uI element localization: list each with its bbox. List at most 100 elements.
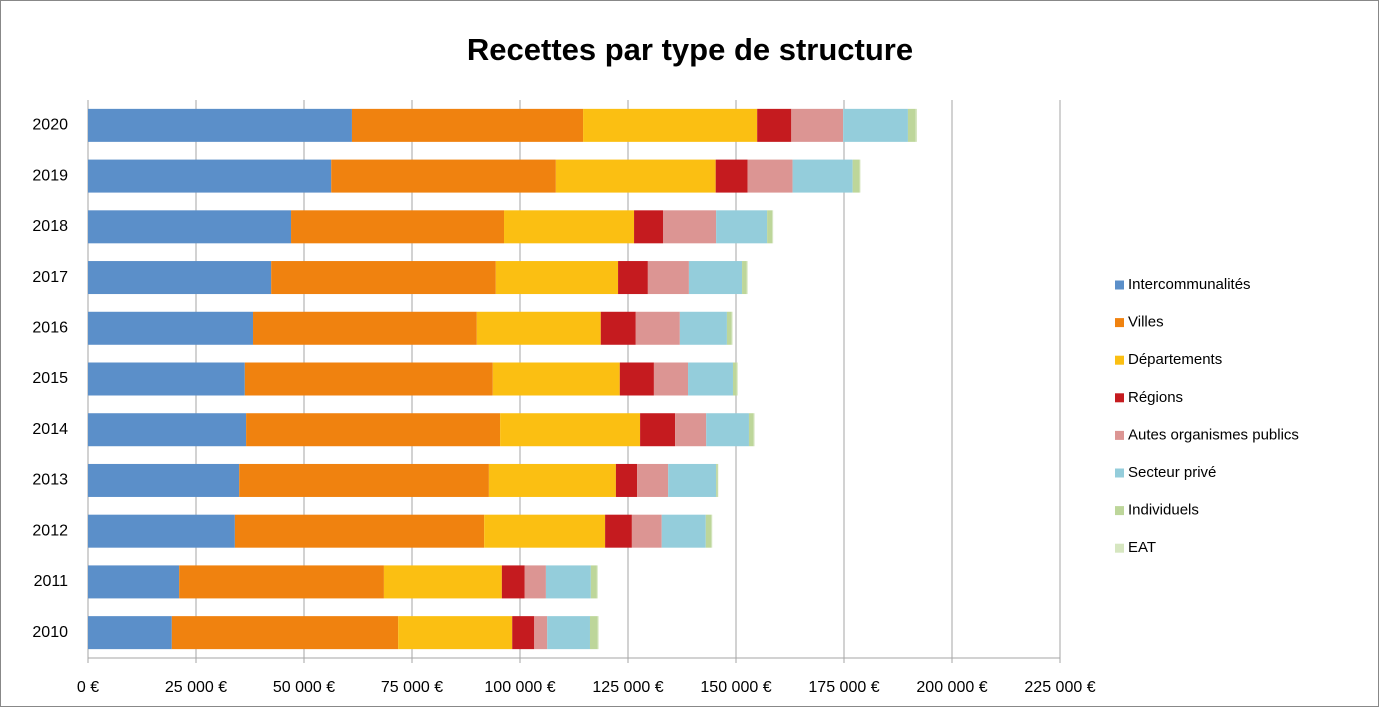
y-tick-label: 2020 [32,117,68,134]
bar-segment [253,311,477,345]
bar-segment [688,261,743,295]
bar-segment [668,463,717,497]
bar-segment [171,616,399,650]
bar-segment [767,210,773,244]
bar-segment [792,159,853,193]
legend-label: Individuels [1128,502,1199,519]
legend-swatch [1115,468,1124,478]
bar-segment [742,261,747,295]
bar-segment [398,616,513,650]
bar-segment [915,108,918,142]
y-tick-label: 2015 [32,370,68,387]
bar-segment [747,159,793,193]
x-tick-label: 175 000 € [808,679,879,696]
bar-segment [600,311,636,345]
bar-segment [618,261,648,295]
y-tick-label: 2017 [32,269,68,286]
bar-segment [555,159,716,193]
bar-segment [679,311,727,345]
bar-segment [726,311,732,345]
bar-segment [246,413,501,447]
legend-label: Intercommunalités [1128,276,1251,293]
bar-segment [492,362,620,396]
bar-segment [534,616,548,650]
bar-segment [524,565,546,599]
bar-segment [351,108,584,142]
bar-segment [716,210,768,244]
bar-segment [239,463,489,497]
legend-label: EAT [1128,539,1156,556]
bar-segment [711,514,713,548]
legend-swatch [1115,318,1124,328]
bar-segment [88,413,247,447]
bar-segment [647,261,689,295]
bar-segment [640,413,676,447]
bar-segment [716,463,718,497]
legend-swatch [1115,430,1124,440]
bar-segment [495,261,619,295]
bar-segment [661,514,706,548]
bar-segment [88,210,292,244]
y-tick-label: 2018 [32,218,68,235]
bar-segment [590,565,597,599]
bar-segment [706,413,749,447]
bar-segment [843,108,908,142]
x-tick-label: 75 000 € [381,679,443,696]
bar-segment [757,108,792,142]
bar-segment [88,311,254,345]
y-tick-label: 2012 [32,522,68,539]
bar-segment [675,413,707,447]
bar-segment [731,311,733,345]
bar-segment [88,261,272,295]
bar-segment [772,210,774,244]
bar-segment [748,413,754,447]
bar-segment [88,362,245,396]
x-tick-label: 0 € [77,679,99,696]
bar-segment [504,210,635,244]
bar-segment [637,463,669,497]
bar-segment [88,108,352,142]
x-tick-label: 225 000 € [1024,679,1095,696]
x-tick-label: 125 000 € [592,679,663,696]
x-tick-label: 200 000 € [916,679,987,696]
bar-segment [179,565,384,599]
bar-segment [234,514,485,548]
legend-swatch [1115,280,1124,290]
bar-segment [583,108,758,142]
bar-segment [501,565,525,599]
bar-segment [859,159,861,193]
bar-segment [244,362,493,396]
bar-segment [88,514,235,548]
bar-segment [88,159,332,193]
bar-segment [736,362,738,396]
chart-title: Recettes par type de structure [467,32,913,67]
bar-segment [88,463,240,497]
bar-segment [605,514,632,548]
bar-segment [589,616,598,650]
bar-segment [88,616,172,650]
x-tick-label: 150 000 € [700,679,771,696]
bar-segment [476,311,601,345]
legend-swatch [1115,506,1124,516]
bar-segment [488,463,616,497]
bar-segment [596,565,598,599]
bar-segment [88,565,180,599]
y-tick-label: 2010 [32,624,68,641]
legend-label: Villes [1128,314,1164,331]
legend-label: Secteur privé [1128,464,1216,481]
bar-segment [484,514,606,548]
y-tick-label: 2019 [32,167,68,184]
bar-segment [635,311,680,345]
bar-segment [791,108,844,142]
bar-segment [662,210,717,244]
bar-segment [547,616,590,650]
bar-segment [631,514,662,548]
bar-segment [852,159,860,193]
bar-segment [615,463,638,497]
bar-segment [653,362,689,396]
bar-segment [383,565,502,599]
y-tick-label: 2013 [32,472,68,489]
y-tick-label: 2016 [32,319,68,336]
bar-segment [907,108,916,142]
